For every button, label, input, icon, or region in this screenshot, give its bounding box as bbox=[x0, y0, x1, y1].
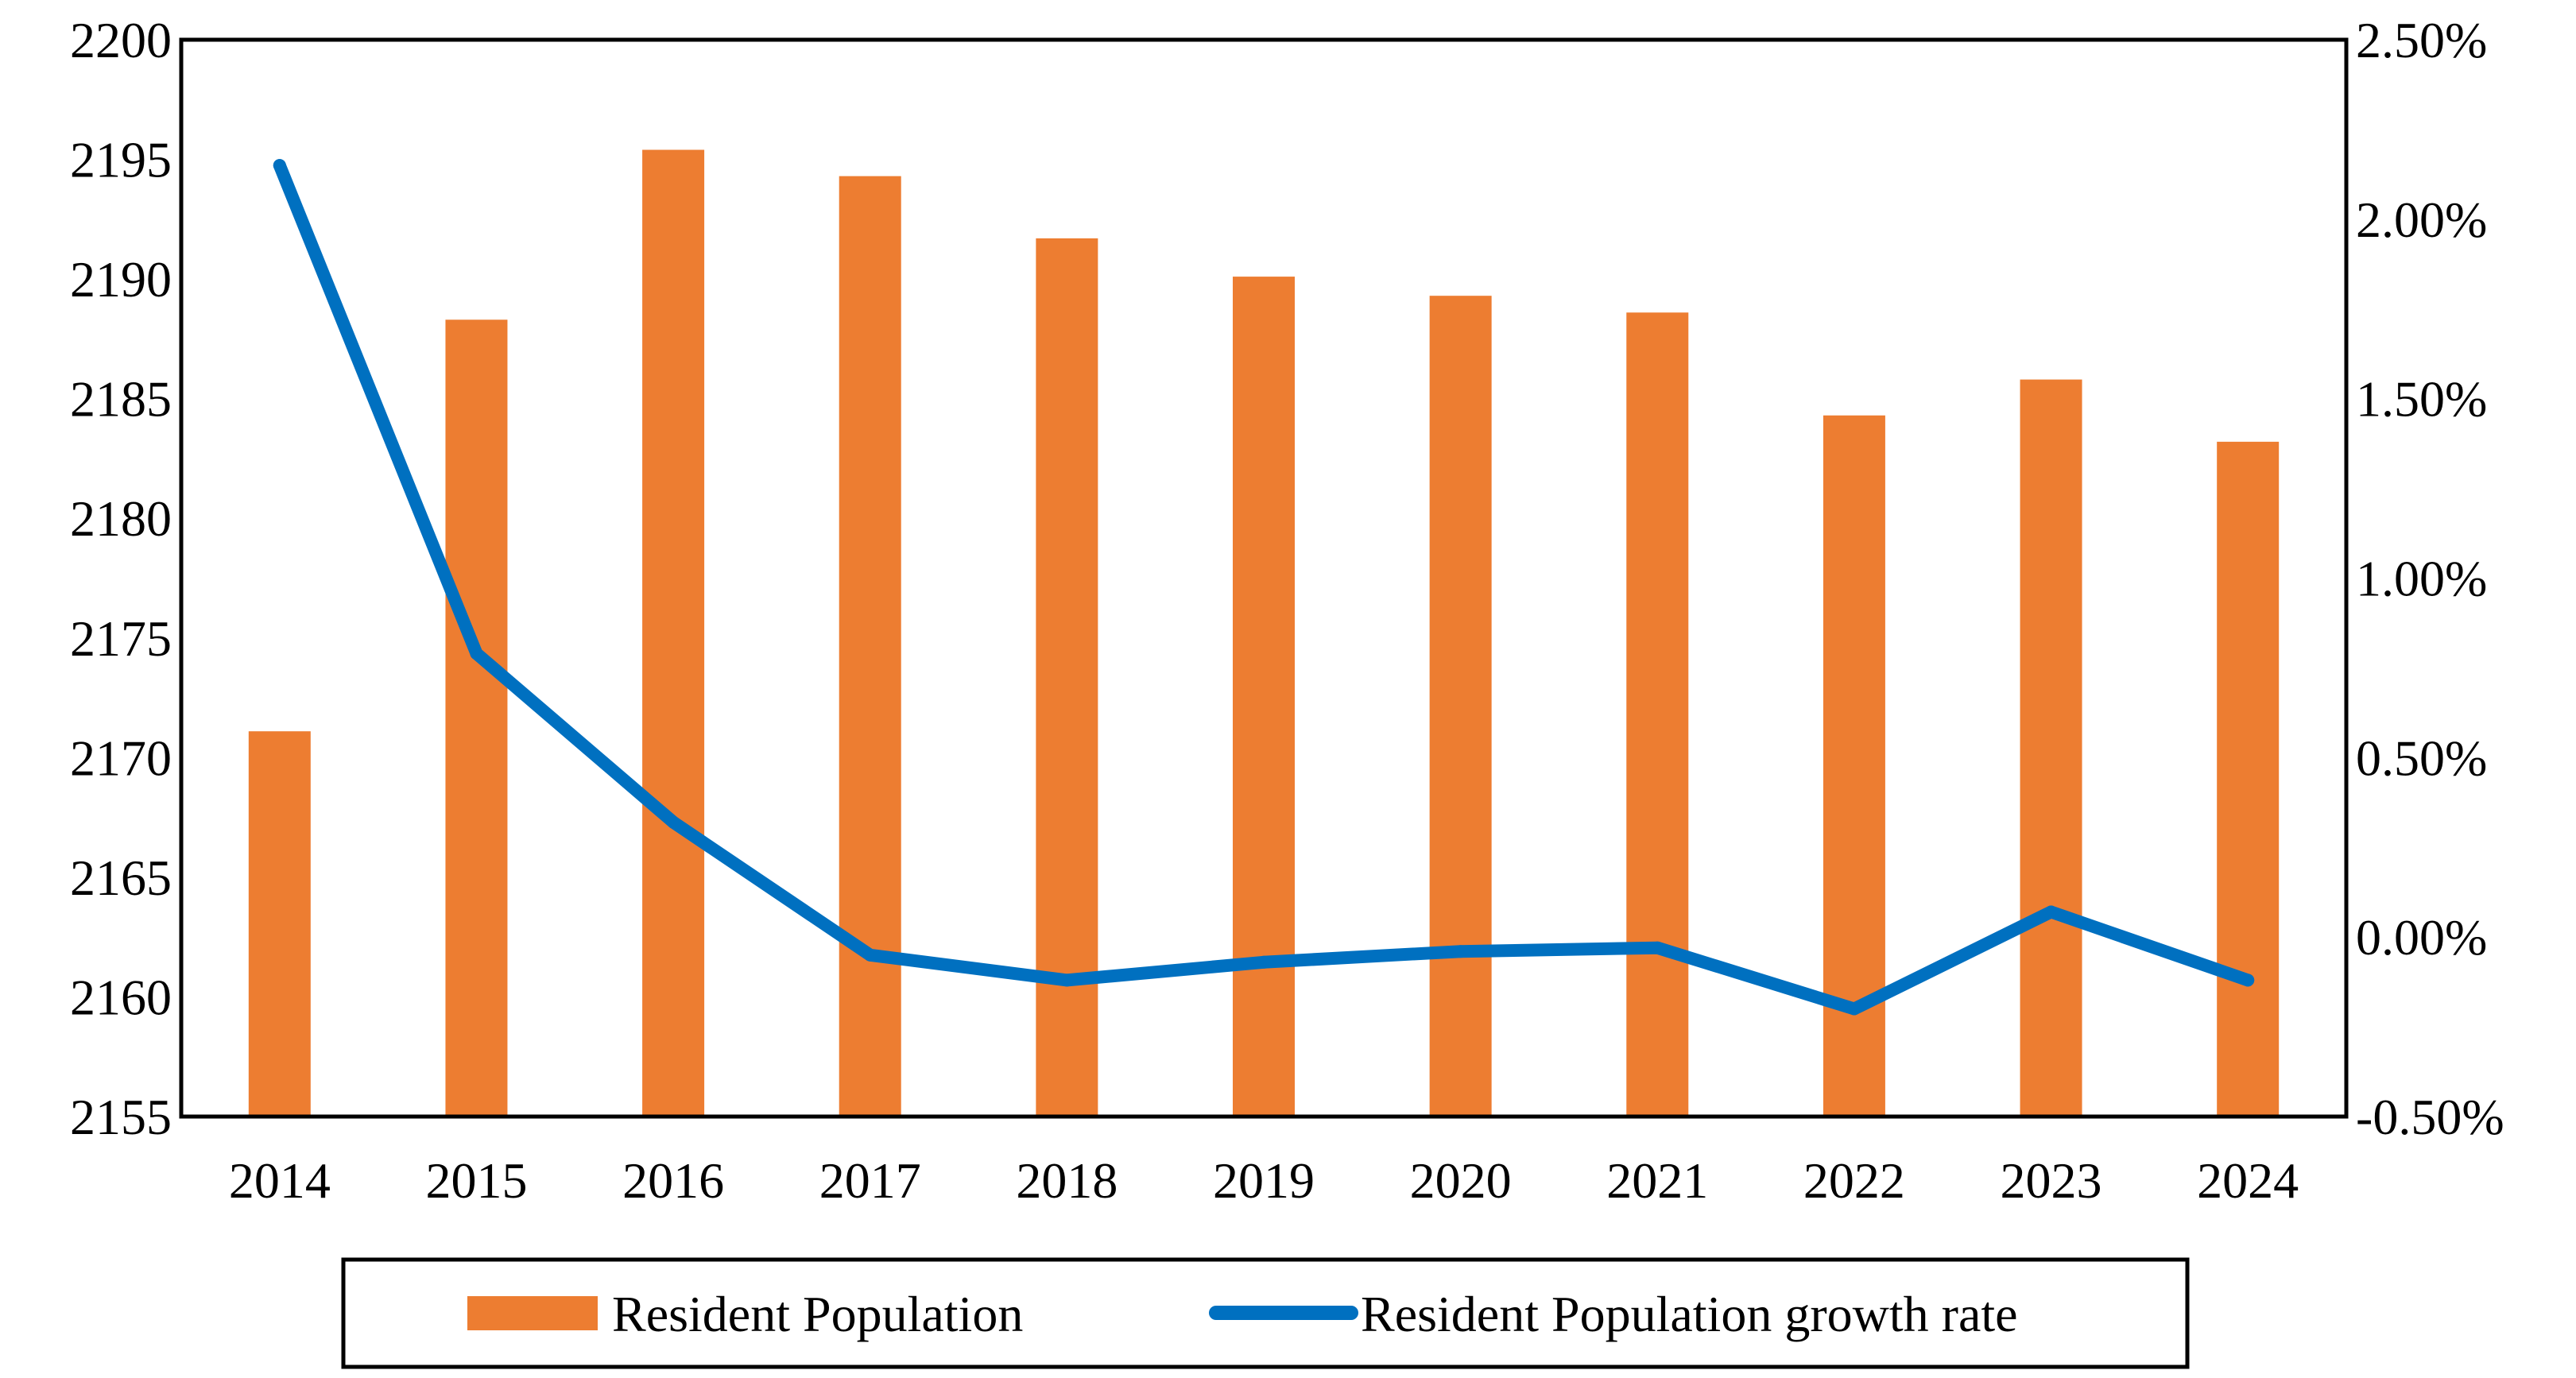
growth-rate-point-2021 bbox=[1651, 941, 1664, 954]
left-tick-label: 2185 bbox=[70, 371, 172, 428]
right-y-axis: -0.50% 0.00% 0.50% 1.00% 1.50% 2.00% 2.50% bbox=[2356, 12, 2504, 1145]
bar-2023 bbox=[2020, 379, 2082, 1117]
x-tick-label: 2014 bbox=[229, 1152, 331, 1209]
bar-2015 bbox=[445, 319, 508, 1117]
bar-2017 bbox=[839, 176, 901, 1117]
legend-swatch-resident-population bbox=[467, 1296, 598, 1330]
legend-label-growth-rate: Resident Population growth rate bbox=[1361, 1286, 2018, 1342]
bar-2016 bbox=[642, 149, 705, 1117]
bar-2019 bbox=[1233, 277, 1295, 1117]
left-y-axis: 2155 2160 2165 2170 2175 2180 2185 2190 2195 2200 bbox=[70, 12, 172, 1145]
x-tick-label: 2022 bbox=[1803, 1152, 1905, 1209]
left-tick-label: 2155 bbox=[70, 1089, 172, 1145]
bar-2024 bbox=[2217, 441, 2280, 1117]
growth-rate-point-2014 bbox=[273, 159, 286, 172]
growth-rate-point-2023 bbox=[2044, 905, 2058, 919]
line-series bbox=[273, 159, 2255, 1016]
x-tick-label: 2019 bbox=[1213, 1152, 1315, 1209]
left-tick-label: 2165 bbox=[70, 850, 172, 906]
bar-2018 bbox=[1036, 238, 1098, 1117]
x-tick-label: 2016 bbox=[622, 1152, 724, 1209]
growth-rate-point-2020 bbox=[1454, 945, 1467, 958]
right-tick-label: 0.00% bbox=[2356, 909, 2487, 966]
x-tick-label: 2021 bbox=[1606, 1152, 1708, 1209]
bar-2014 bbox=[248, 731, 311, 1117]
growth-rate-point-2017 bbox=[863, 948, 877, 962]
x-tick-label: 2023 bbox=[2001, 1152, 2102, 1209]
left-tick-label: 2180 bbox=[70, 490, 172, 547]
growth-rate-point-2024 bbox=[2241, 974, 2255, 987]
right-tick-label: -0.50% bbox=[2356, 1089, 2504, 1145]
right-tick-label: 0.50% bbox=[2356, 730, 2487, 786]
bar-2020 bbox=[1429, 296, 1492, 1117]
left-tick-label: 2190 bbox=[70, 251, 172, 308]
x-tick-label: 2020 bbox=[1410, 1152, 1512, 1209]
growth-rate-point-2018 bbox=[1060, 974, 1074, 987]
growth-rate-point-2022 bbox=[1847, 1002, 1861, 1016]
x-axis: 2014 2015 2016 2017 2018 2019 2020 2021 2022 2023… bbox=[229, 1152, 2299, 1209]
x-tick-label: 2024 bbox=[2197, 1152, 2299, 1209]
right-tick-label: 2.00% bbox=[2356, 192, 2487, 248]
legend: Resident Population Resident Population … bbox=[341, 1257, 2190, 1369]
right-tick-label: 1.00% bbox=[2356, 551, 2487, 607]
growth-rate-point-2019 bbox=[1257, 955, 1270, 969]
legend-label-resident-population: Resident Population bbox=[612, 1286, 1023, 1342]
left-tick-label: 2160 bbox=[70, 969, 172, 1025]
x-tick-label: 2018 bbox=[1016, 1152, 1118, 1209]
bar-series bbox=[248, 149, 2280, 1117]
x-tick-label: 2015 bbox=[425, 1152, 527, 1209]
x-tick-label: 2017 bbox=[819, 1152, 921, 1209]
right-tick-label: 1.50% bbox=[2356, 371, 2487, 428]
right-tick-label: 2.50% bbox=[2356, 12, 2487, 68]
left-tick-label: 2195 bbox=[70, 132, 172, 188]
growth-rate-point-2016 bbox=[667, 815, 680, 829]
left-tick-label: 2175 bbox=[70, 610, 172, 667]
growth-rate-point-2015 bbox=[470, 647, 483, 660]
bar-2021 bbox=[1626, 312, 1689, 1117]
plot-area-frame bbox=[179, 37, 2349, 1119]
left-tick-label: 2200 bbox=[70, 12, 172, 68]
left-tick-label: 2170 bbox=[70, 730, 172, 786]
